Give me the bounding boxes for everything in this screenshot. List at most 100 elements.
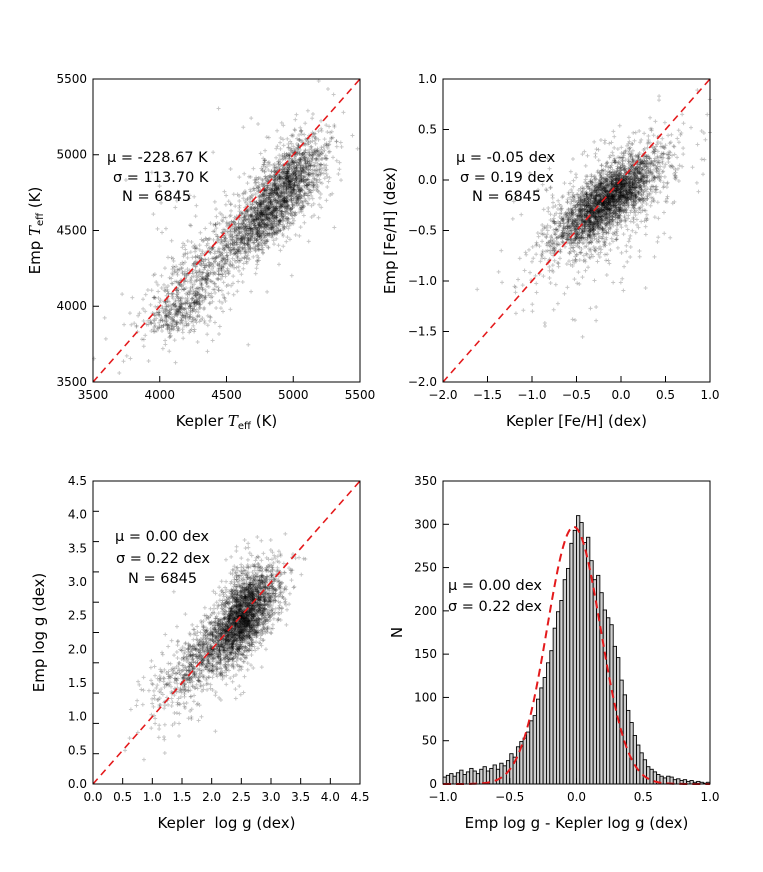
data-point	[313, 141, 318, 146]
data-point	[207, 318, 212, 323]
data-point	[316, 78, 321, 83]
data-point	[141, 297, 146, 302]
data-point	[130, 295, 135, 300]
data-point	[260, 251, 265, 256]
data-point	[288, 148, 293, 153]
data-point	[550, 263, 555, 268]
data-point	[248, 174, 253, 179]
data-point	[306, 201, 311, 206]
data-point	[277, 182, 282, 187]
data-point	[288, 177, 293, 182]
data-point	[331, 92, 336, 97]
data-point	[235, 289, 240, 294]
data-point	[285, 136, 290, 141]
data-point	[282, 155, 287, 160]
data-point	[292, 180, 297, 185]
data-point	[285, 175, 290, 180]
data-point	[271, 191, 276, 196]
data-point	[257, 198, 262, 203]
data-point	[275, 201, 280, 206]
teff-ytick-label: 3500	[56, 375, 87, 389]
data-point	[173, 205, 178, 210]
data-point	[236, 264, 241, 269]
data-point	[294, 200, 299, 205]
data-point	[296, 187, 301, 192]
data-point	[273, 215, 278, 220]
data-point	[295, 151, 300, 156]
data-point	[275, 186, 280, 191]
data-point	[305, 177, 310, 182]
data-point	[299, 178, 304, 183]
data-point	[282, 151, 287, 156]
data-point	[288, 206, 293, 211]
data-point	[637, 128, 642, 133]
data-point	[281, 170, 286, 175]
data-point	[294, 177, 299, 182]
data-point	[266, 201, 271, 206]
data-point	[273, 168, 278, 173]
data-point	[121, 359, 126, 364]
data-point	[306, 187, 311, 192]
data-point	[307, 163, 312, 168]
data-point	[231, 192, 236, 197]
data-point	[195, 340, 200, 345]
data-point	[216, 288, 221, 293]
data-point	[310, 171, 315, 176]
data-point	[285, 216, 290, 221]
data-point	[277, 175, 282, 180]
data-point	[293, 178, 298, 183]
data-point	[192, 194, 197, 199]
data-point	[279, 169, 284, 174]
data-point	[326, 179, 331, 184]
teff-xtick-label: 4000	[144, 388, 175, 402]
data-point	[272, 175, 277, 180]
data-point	[311, 131, 316, 136]
data-point	[281, 137, 286, 142]
data-point	[280, 167, 285, 172]
data-point	[292, 218, 297, 223]
data-point	[295, 177, 300, 182]
teff-stat-n: N = 6845	[122, 189, 191, 205]
data-point	[274, 213, 279, 218]
data-point	[350, 133, 355, 138]
data-point	[202, 321, 207, 326]
data-point	[281, 191, 286, 196]
data-point	[339, 144, 344, 149]
data-point	[268, 196, 273, 201]
data-point	[282, 174, 287, 179]
data-point	[325, 156, 330, 161]
data-point	[275, 179, 280, 184]
data-point	[278, 202, 283, 207]
data-point	[210, 338, 215, 343]
data-point	[288, 189, 293, 194]
data-point	[289, 196, 294, 201]
data-point	[322, 176, 327, 181]
data-point	[191, 323, 196, 328]
data-point	[274, 200, 279, 205]
data-point	[290, 181, 295, 186]
data-point	[319, 170, 324, 175]
data-point	[666, 159, 671, 164]
data-point	[292, 194, 297, 199]
data-point	[228, 202, 233, 207]
data-point	[264, 194, 269, 199]
data-point	[285, 170, 290, 175]
data-point	[263, 187, 268, 192]
teff-points	[92, 78, 360, 375]
data-point	[313, 160, 318, 165]
data-point	[266, 195, 271, 200]
data-point	[155, 226, 160, 231]
data-point	[283, 180, 288, 185]
data-point	[293, 160, 298, 165]
data-point	[266, 160, 271, 165]
data-point	[278, 201, 283, 206]
data-point	[285, 235, 290, 240]
data-point	[263, 148, 268, 153]
data-point	[666, 133, 671, 138]
data-point	[316, 153, 321, 158]
data-point	[331, 155, 336, 160]
data-point	[308, 183, 313, 188]
data-point	[301, 165, 306, 170]
data-point	[675, 136, 680, 141]
